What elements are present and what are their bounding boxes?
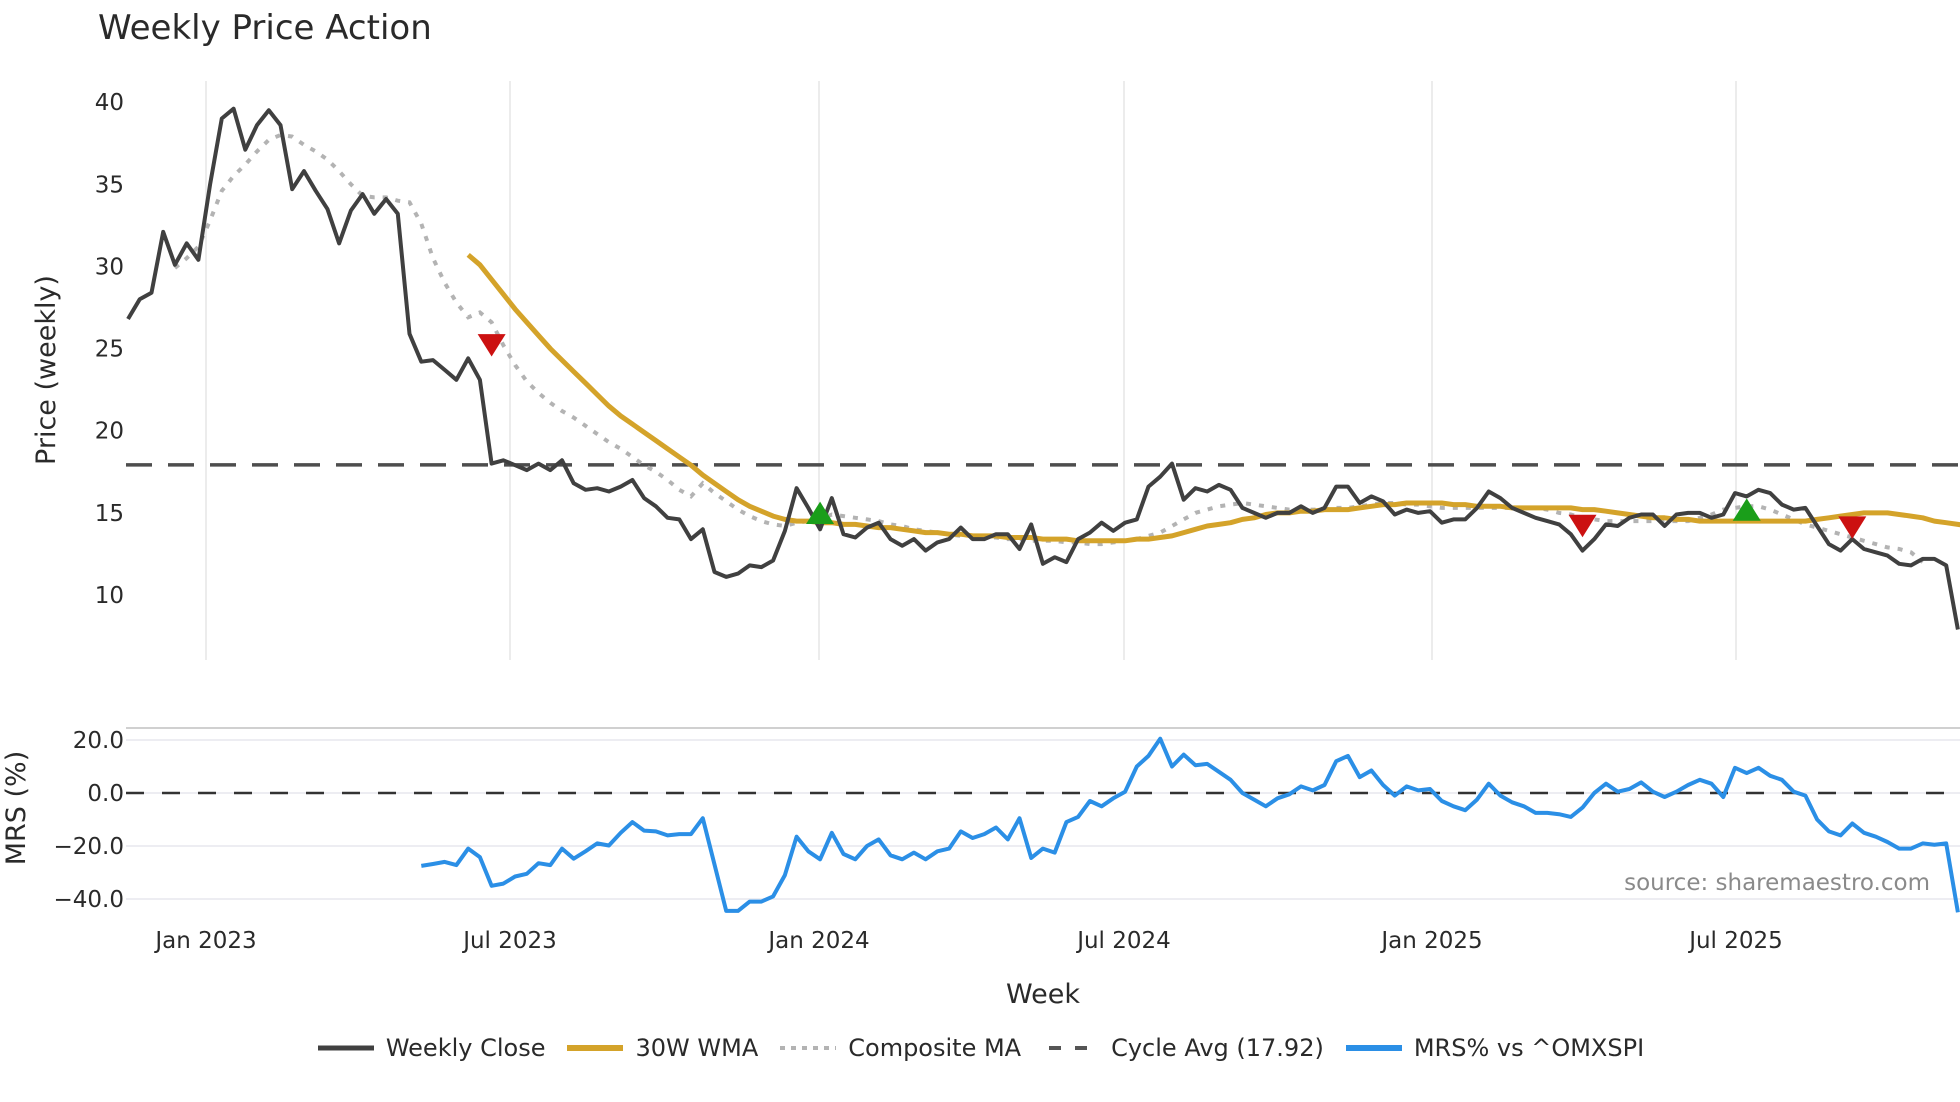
legend-item-weekly-close[interactable]: Weekly Close [316, 1034, 546, 1062]
sell-signal-triangle-down-icon [1838, 516, 1867, 539]
price-y-tick-label: 40 [95, 90, 124, 116]
legend-label: 30W WMA [635, 1034, 759, 1062]
buy-signal-triangle-up-icon [806, 501, 835, 525]
x-axis-title: Week [1006, 979, 1080, 1010]
composite-ma-line [173, 132, 1924, 564]
mrs-y-tick-label: −40.0 [54, 887, 124, 913]
x-tick-label: Jan 2023 [153, 928, 256, 954]
legend-label: MRS% vs ^OMXSPI [1413, 1034, 1645, 1062]
x-tick-label: Jul 2025 [1687, 928, 1783, 954]
x-ticks: Jan 2023 Jul 2023 Jan 2024 Jul 2024 Jan 2025… [153, 928, 1782, 954]
legend-label: Cycle Avg (17.92) [1111, 1034, 1324, 1062]
price-y-axis-title: Price (weekly) [31, 275, 62, 465]
gridlines [205, 81, 1737, 660]
chart-title: Weekly Price Action [98, 8, 432, 48]
signal-markers [477, 334, 1867, 539]
mrs-y-tick-label: −20.0 [54, 834, 124, 860]
legend-item-mrs[interactable]: MRS% vs ^OMXSPI [1344, 1034, 1644, 1062]
mrs-y-tick-label: 20.0 [73, 728, 124, 754]
price-y-tick-label: 10 [95, 583, 124, 609]
price-y-tick-label: 15 [95, 501, 124, 527]
x-tick-label: Jan 2024 [766, 928, 869, 954]
x-tick-label: Jul 2023 [461, 928, 557, 954]
price-y-tick-label: 30 [95, 254, 124, 280]
mrs-y-tick-label: 0.0 [87, 781, 124, 807]
sell-signal-triangle-down-icon [477, 334, 506, 357]
price-y-tick-label: 20 [95, 419, 124, 445]
wma-swatch-icon [567, 1045, 624, 1051]
price-y-ticks: 10 15 20 25 30 35 40 [95, 90, 124, 609]
sell-signal-triangle-down-icon [1568, 514, 1597, 538]
cycle-avg-swatch-icon [1049, 1046, 1100, 1050]
legend-label: Composite MA [848, 1034, 1022, 1062]
source-note: source: sharemaestro.com [1624, 870, 1930, 896]
legend-label: Weekly Close [385, 1034, 546, 1062]
legend: Weekly Close 30W WMA Composite MA Cycle … [0, 1034, 1960, 1062]
legend-item-cycle-avg[interactable]: Cycle Avg (17.92) [1041, 1034, 1324, 1062]
price-y-tick-label: 25 [95, 337, 124, 363]
x-tick-label: Jan 2025 [1379, 928, 1482, 954]
legend-item-wma[interactable]: 30W WMA [565, 1034, 758, 1062]
price-y-tick-label: 35 [95, 172, 124, 198]
weekly-close-swatch-icon [317, 1045, 374, 1051]
x-tick-label: Jul 2024 [1075, 928, 1171, 954]
mrs-swatch-icon [1345, 1045, 1402, 1051]
mrs-y-axis-title: MRS (%) [1, 751, 32, 866]
composite-ma-swatch-icon [780, 1046, 837, 1050]
buy-signal-triangle-up-icon [1732, 498, 1761, 521]
legend-item-composite-ma[interactable]: Composite MA [778, 1034, 1021, 1062]
weekly-close-line [126, 106, 1960, 630]
mrs-line [420, 736, 1960, 913]
